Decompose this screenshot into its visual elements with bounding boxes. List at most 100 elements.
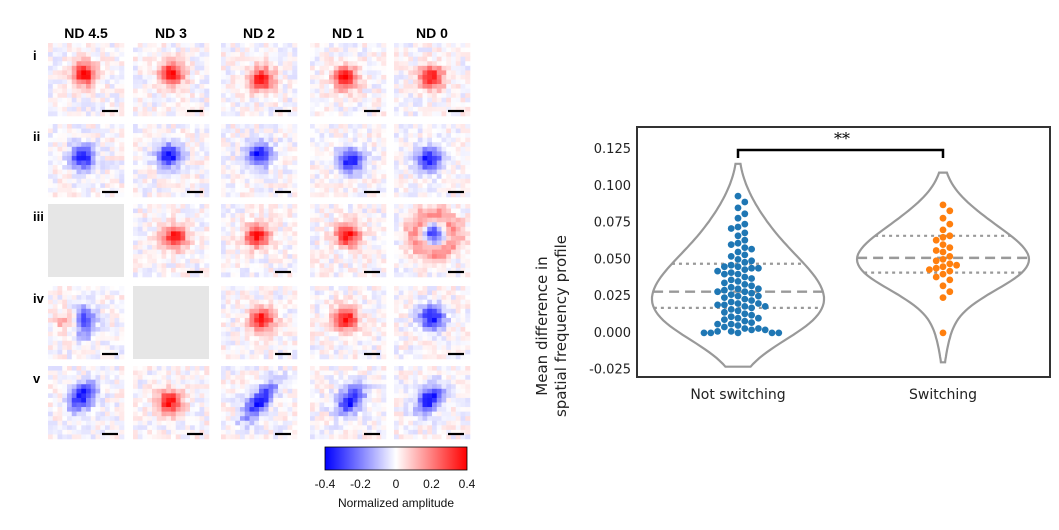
data-point xyxy=(734,307,742,315)
receptive-field-map xyxy=(310,43,387,117)
data-point xyxy=(741,295,749,303)
receptive-field-map xyxy=(133,43,210,117)
column-header: ND 2 xyxy=(243,25,275,41)
data-point xyxy=(727,291,735,298)
receptive-field-map xyxy=(394,43,471,117)
data-point xyxy=(727,320,735,328)
data-point xyxy=(727,306,735,313)
data-point xyxy=(727,253,735,260)
data-point xyxy=(721,294,728,301)
data-point xyxy=(741,266,749,273)
data-point xyxy=(734,322,742,329)
receptive-field-map xyxy=(133,286,209,359)
receptive-field-grid: ND 4.5 ND 3 ND 2 ND 1 ND 0 i ii iii iv v -0.4 -0.… xyxy=(0,0,500,530)
data-point xyxy=(741,236,749,244)
data-point xyxy=(741,273,749,281)
receptive-field-map xyxy=(221,124,298,198)
data-point xyxy=(748,311,755,319)
data-point xyxy=(946,207,954,215)
data-point xyxy=(748,304,755,312)
data-point xyxy=(741,288,749,296)
data-point xyxy=(714,320,721,328)
data-point xyxy=(707,329,715,337)
data-point xyxy=(727,276,735,284)
data-point xyxy=(734,300,742,307)
receptive-field-map xyxy=(310,286,387,360)
data-point xyxy=(741,303,749,310)
data-point xyxy=(741,220,749,228)
data-point xyxy=(721,308,728,316)
data-point xyxy=(734,285,742,293)
row-label: i xyxy=(33,48,37,63)
data-point xyxy=(946,267,954,275)
data-point xyxy=(741,325,749,332)
data-point xyxy=(755,264,762,272)
data-point xyxy=(734,256,742,263)
data-point xyxy=(748,245,755,253)
data-point xyxy=(734,314,742,322)
data-point xyxy=(939,270,947,278)
data-point xyxy=(932,236,940,244)
data-point xyxy=(939,248,947,256)
data-point xyxy=(932,247,940,254)
colorbar-label: Normalized amplitude xyxy=(338,496,454,510)
data-point xyxy=(748,297,755,304)
colorbar-tick-label: -0.2 xyxy=(350,477,371,491)
data-point xyxy=(741,229,749,237)
violin-chart: Mean difference in spatial frequency pro… xyxy=(520,100,1059,420)
colorbar: -0.4 -0.2 0 0.2 0.4 Normalized amplitude xyxy=(315,446,476,510)
data-point xyxy=(721,270,728,278)
column-header: ND 3 xyxy=(155,25,187,41)
receptive-field-map xyxy=(310,124,387,198)
data-point xyxy=(755,325,762,332)
data-point xyxy=(727,269,735,276)
row-label: iii xyxy=(33,209,44,224)
colorbar-tick-label: 0 xyxy=(393,477,400,491)
data-point xyxy=(755,300,762,307)
data-point xyxy=(734,292,742,300)
data-point xyxy=(755,285,762,293)
receptive-field-map xyxy=(310,204,387,278)
colorbar-gradient xyxy=(324,446,468,471)
significance-label: ** xyxy=(834,129,850,148)
column-header: ND 4.5 xyxy=(64,25,108,41)
y-tick-label: 0.000 xyxy=(594,326,631,341)
y-tick-label: -0.025 xyxy=(589,363,631,378)
data-point xyxy=(741,210,749,218)
violin-body xyxy=(855,171,1031,364)
data-point xyxy=(734,248,742,256)
data-point xyxy=(946,244,954,252)
colorbar-tick-label: -0.4 xyxy=(315,477,336,491)
column-header: ND 1 xyxy=(332,25,364,41)
data-point xyxy=(727,241,735,249)
receptive-field-map xyxy=(133,366,210,440)
data-point xyxy=(946,276,954,284)
data-point xyxy=(932,273,940,281)
y-tick-label: 0.050 xyxy=(594,252,631,267)
empty-map xyxy=(48,204,124,277)
y-tick-label: 0.025 xyxy=(594,289,631,304)
data-point xyxy=(939,294,947,301)
data-point xyxy=(734,192,742,200)
data-point xyxy=(741,310,749,318)
data-point xyxy=(748,275,755,282)
data-point xyxy=(721,323,728,331)
data-point xyxy=(748,264,755,272)
receptive-field-map xyxy=(221,204,298,278)
y-tick-label: 0.075 xyxy=(594,216,631,231)
data-point xyxy=(748,326,755,334)
data-point xyxy=(714,267,721,275)
data-point xyxy=(755,292,762,300)
data-point xyxy=(734,204,742,212)
row-label: v xyxy=(33,371,41,386)
receptive-field-map xyxy=(48,204,124,277)
y-axis-label-line1: Mean difference in xyxy=(533,256,551,395)
receptive-field-map xyxy=(48,366,125,440)
data-point xyxy=(939,329,947,337)
data-point xyxy=(946,288,954,296)
receptive-field-map xyxy=(48,124,125,198)
y-axis-label-line2: spatial frequency profile xyxy=(552,235,570,417)
data-point xyxy=(727,261,735,269)
empty-map xyxy=(133,286,209,359)
data-point xyxy=(939,263,947,271)
